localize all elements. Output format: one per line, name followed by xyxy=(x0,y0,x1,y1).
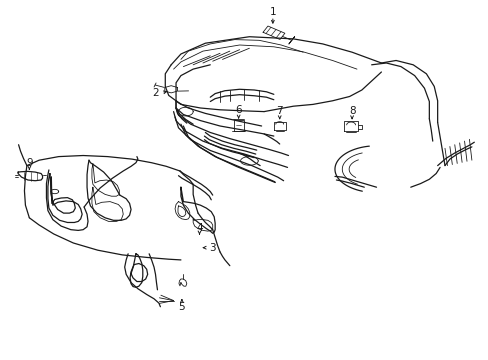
Text: 4: 4 xyxy=(196,222,203,233)
Text: 2: 2 xyxy=(152,88,159,98)
Text: 7: 7 xyxy=(276,106,283,116)
Text: 8: 8 xyxy=(348,106,355,116)
Text: 3: 3 xyxy=(209,243,216,253)
Text: 5: 5 xyxy=(178,302,185,312)
Text: 9: 9 xyxy=(26,158,33,168)
Text: 6: 6 xyxy=(235,105,242,115)
Text: 1: 1 xyxy=(269,6,276,17)
